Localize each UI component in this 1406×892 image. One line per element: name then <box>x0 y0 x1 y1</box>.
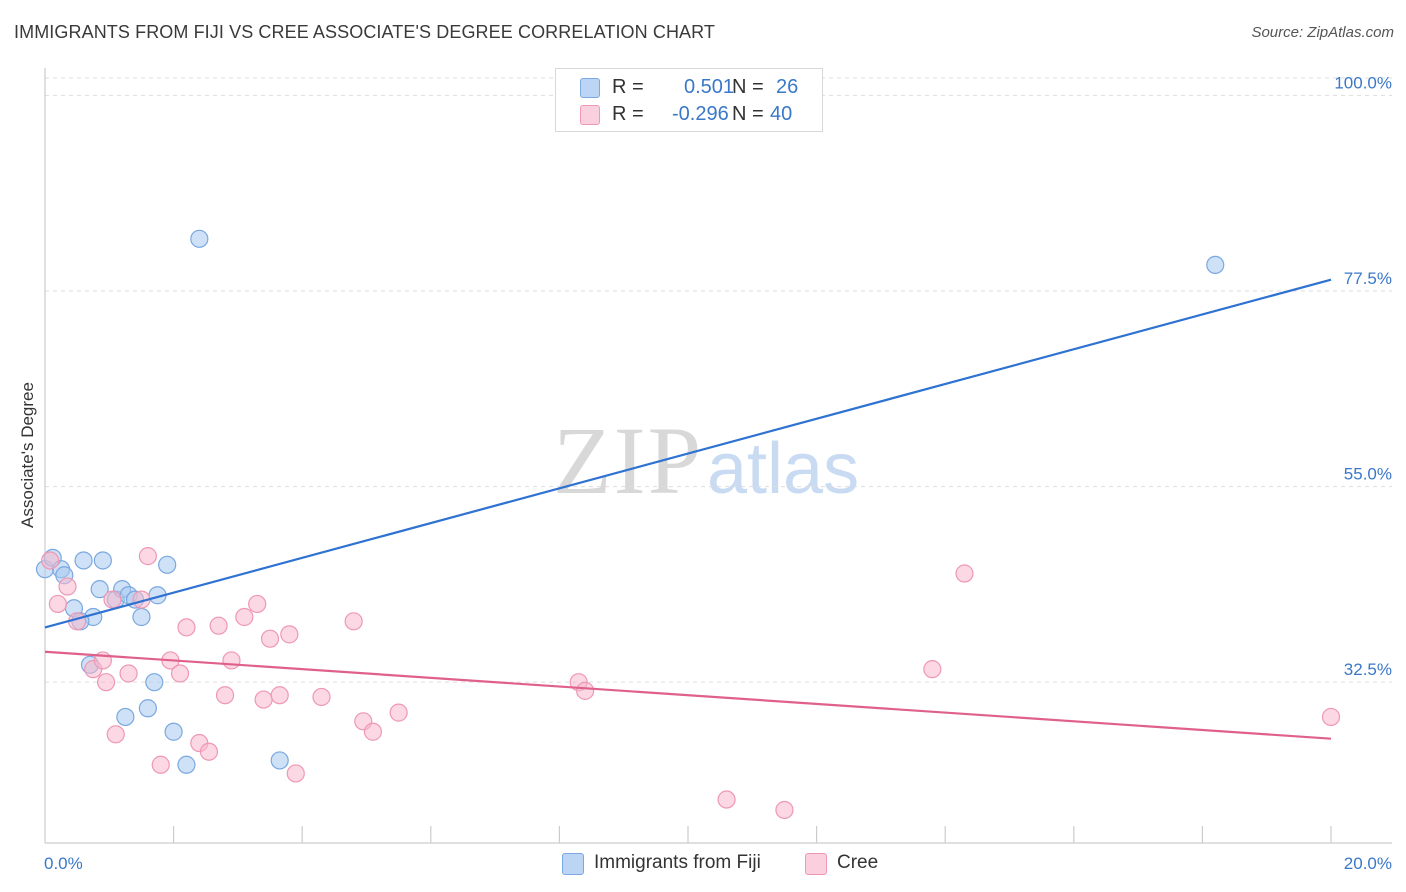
fiji-point <box>116 707 135 727</box>
bottom-legend-swatch-fiji <box>562 853 584 875</box>
legend-r-label-fiji: R = <box>612 76 644 98</box>
cree-point <box>138 547 157 566</box>
cree-point <box>119 664 138 683</box>
cree-point <box>215 686 235 705</box>
legend-r-label-cree: R = <box>612 103 644 125</box>
cree-point <box>235 607 254 627</box>
fiji-point <box>145 673 164 692</box>
cree-point <box>363 722 383 741</box>
legend-r-value-fiji: 0.501 <box>684 76 735 98</box>
cree-point <box>248 594 267 614</box>
legend-swatch-fiji <box>580 78 600 98</box>
chart-title: IMMIGRANTS FROM FIJI VS CREE ASSOCIATE'S… <box>14 22 716 42</box>
x-tick-label-start: 0.0% <box>44 854 83 873</box>
fiji-point <box>164 722 183 741</box>
cree-point <box>106 725 125 744</box>
cree-point <box>270 686 289 705</box>
watermark-zip: ZIP <box>553 407 703 514</box>
cree-point <box>48 594 67 614</box>
cree-point <box>312 687 331 707</box>
legend-n-value-fiji: 26 <box>776 76 799 98</box>
cree-point <box>923 660 942 679</box>
cree-trend-line <box>44 650 1332 740</box>
cree-point <box>286 764 305 783</box>
cree-point <box>96 673 116 692</box>
y-tick-label: 32.5% <box>1344 660 1392 679</box>
bottom-legend-label-fiji: Immigrants from Fiji <box>594 852 761 873</box>
cree-point <box>41 551 60 570</box>
cree-point <box>209 616 228 635</box>
y-axis-label: Associate's Degree <box>18 382 37 528</box>
fiji-point <box>93 551 112 570</box>
fiji-trend-line <box>44 278 1332 629</box>
y-tick-label: 55.0% <box>1344 465 1392 484</box>
cree-point <box>576 681 595 700</box>
stats-legend: R = 0.501 N = 26 R = -0.296 N = 40 <box>555 68 823 132</box>
legend-n-label-fiji: N = <box>732 76 764 98</box>
cree-point <box>170 664 190 683</box>
cree-point <box>389 703 408 722</box>
fiji-point <box>90 580 109 599</box>
cree-point <box>260 629 280 648</box>
cree-point <box>717 790 736 809</box>
cree-point <box>1321 707 1341 727</box>
fiji-point <box>190 229 209 248</box>
legend-swatch-cree <box>580 105 600 125</box>
cree-point <box>280 625 299 644</box>
y-tick-label: 100.0% <box>1334 73 1392 92</box>
fiji-point <box>177 755 196 774</box>
cree-point <box>58 577 77 596</box>
fiji-point <box>158 555 177 574</box>
fiji-point <box>138 699 157 718</box>
legend-n-label-cree: N = <box>732 103 764 125</box>
y-tick-label: 77.5% <box>1344 269 1392 288</box>
legend-n-value-cree: 40 <box>770 103 793 125</box>
cree-point <box>103 590 122 609</box>
fiji-point <box>270 751 289 770</box>
bottom-legend-swatch-cree <box>805 853 827 875</box>
cree-point <box>344 612 363 631</box>
source-label: Source: ZipAtlas.com <box>1251 24 1394 41</box>
cree-point <box>199 742 219 761</box>
cree-point <box>151 755 170 774</box>
cree-point <box>222 651 241 670</box>
legend-r-value-cree: -0.296 <box>672 103 729 125</box>
cree-point <box>775 800 794 820</box>
fiji-point <box>132 607 151 627</box>
cree-point <box>254 690 273 709</box>
cree-point <box>955 564 974 583</box>
x-tick-label-end: 20.0% <box>1344 854 1392 873</box>
fiji-point <box>74 551 93 570</box>
cree-point <box>177 618 196 637</box>
bottom-legend-label-cree: Cree <box>837 852 879 873</box>
fiji-point <box>1206 255 1225 275</box>
